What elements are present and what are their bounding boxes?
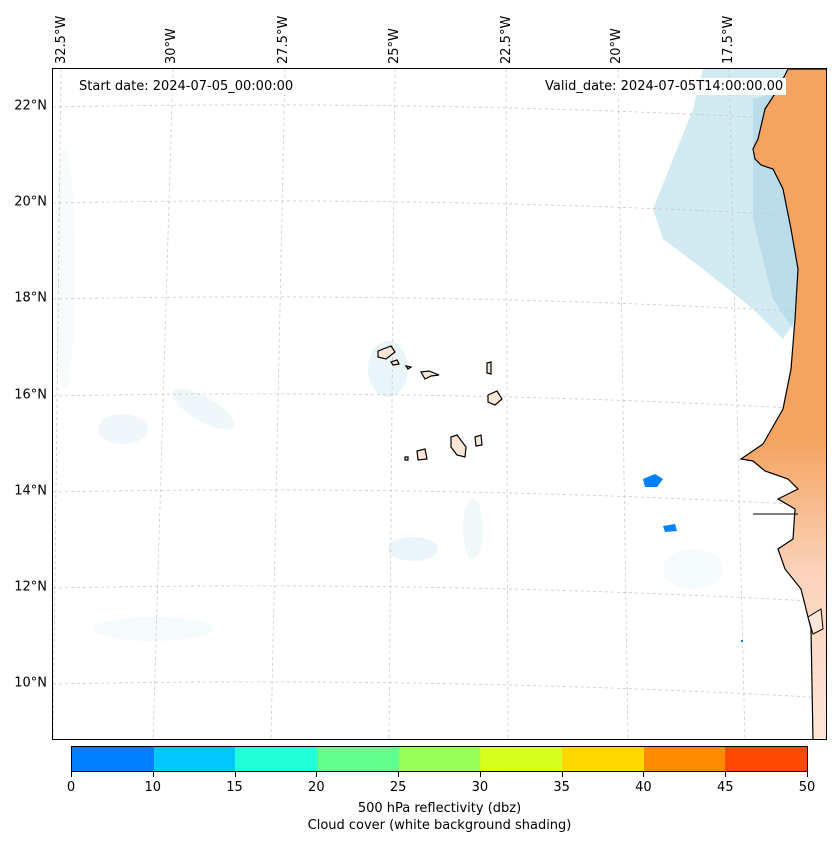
colorbar-tick-label: 10 [144,780,162,795]
lon-label-22-5w: 22.5°W [499,15,514,64]
colorbar-segment-25-30 [398,747,481,771]
meridian-20w [617,69,629,739]
colorbar-segment-45-50 [725,747,808,771]
colorbar-tick [561,772,563,777]
cape-verde-islands [377,345,503,461]
cloud-patch-west-2 [172,388,234,430]
island-boa-vista [487,390,503,406]
colorbar-tick [316,772,318,777]
colorbar-tick-label: 45 [716,780,734,795]
reflectivity-echoes [643,474,743,642]
colorbar-segment-30-35 [480,747,563,771]
colorbar-tick-label: 40 [635,780,652,795]
colorbar-tick-label: 15 [226,780,243,795]
echo-cell-north [643,474,663,487]
lat-label-14n: 14°N [14,483,47,499]
map-canvas [53,69,826,739]
colorbar-tick [398,772,400,777]
colorbar-label: 500 hPa reflectivity (dbz) [357,801,522,816]
colorbar-segment-10-15 [153,747,236,771]
colorbar-segment-35-40 [562,747,644,771]
island-fogo [416,448,428,461]
island-sao-nicolau [420,370,440,380]
colorbar-tick-label: 50 [798,780,816,795]
meridian-22-5w [505,69,509,739]
colorbar-tick [71,772,72,777]
island-sal [486,361,492,375]
colorbar-tick-label: 30 [471,780,489,795]
colorbar-tick-label: 25 [389,780,407,795]
colorbar-tick-label: 35 [553,780,570,795]
meridian-32-5w [53,69,62,739]
island-sao-vicente [390,359,400,366]
cloud-patch-southeast [663,549,723,589]
lon-label-30w: 30°W [164,28,179,64]
valid-date-label: Valid_date: 2024-07-05T14:00:00.00 [542,78,787,95]
map-panel [52,68,827,740]
start-date-label: Start date: 2024-07-05_00:00:00 [76,78,297,95]
lat-label-10n: 10°N [14,675,47,691]
parallel-22n [53,104,826,122]
bissagos-islands [807,608,824,635]
meridian-27-5w [270,69,286,739]
colorbar-tick-label: 20 [308,780,325,795]
parallel-18n [53,296,826,314]
cloud-patch-south-2 [463,499,483,559]
lon-label-25w: 25°W [387,28,402,64]
island-maio [474,434,483,447]
lat-label-12n: 12°N [14,579,47,595]
cloud-patch-south [388,537,438,561]
colorbar-tick [234,772,236,777]
parallel-16n [53,393,826,411]
colorbar-tick [725,772,727,777]
africa-mainland [739,69,826,739]
lat-label-16n: 16°N [14,387,47,403]
island-santa-luzia [404,365,413,370]
lon-label-27-5w: 27.5°W [276,15,291,64]
echo-cell-south [663,524,677,532]
cloud-cover-shading [55,69,803,641]
lon-label-17-5w: 17.5°W [721,15,736,64]
meridian-17-5w [728,69,746,739]
island-santiago [450,434,467,458]
graticule [53,69,826,739]
parallel-20n [53,200,826,218]
colorbar-tick [152,772,154,777]
colorbar-tick-label: 0 [66,780,76,795]
meridian-30w [152,69,174,739]
colorbar-sublabel: Cloud cover (white background shading) [307,818,572,833]
lon-label-32-5w: 32.5°W [54,15,69,64]
island-santo-antao [377,345,396,360]
colorbar-segment-15-20 [235,747,318,771]
island-brava [404,456,409,461]
meridian-25w [388,69,396,739]
parallel-10n [53,681,826,699]
lat-label-22n: 22°N [14,98,47,114]
lon-label-20w: 20°W [609,28,624,64]
colorbar-segment-40-45 [643,747,726,771]
cloud-patch-southwest [93,617,213,641]
cloud-patch-west-1 [98,414,148,444]
echo-speck [741,640,743,642]
colorbar-segment-0-10 [72,747,154,771]
lat-label-20n: 20°N [14,194,47,210]
reflectivity-colorbar [71,746,808,772]
lat-label-18n: 18°N [14,290,47,306]
colorbar-tick [479,772,481,777]
colorbar-segment-20-25 [317,747,399,771]
parallel-14n [53,489,826,507]
parallel-12n [53,585,826,603]
colorbar-tick [807,772,808,777]
colorbar-tick [643,772,645,777]
cloud-patch-west-edge [55,149,75,389]
